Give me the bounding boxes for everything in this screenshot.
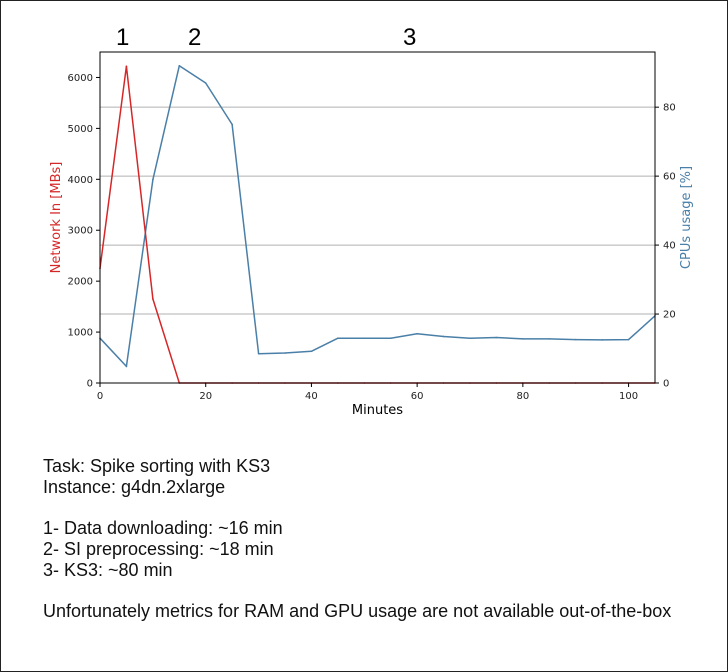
cpu-point: [627, 338, 630, 341]
phase1-line: 1- Data downloading: ~16 min: [43, 518, 283, 538]
cpu-point: [416, 332, 418, 335]
right-y-axis: 0 20 40 60 80: [655, 103, 676, 390]
cpu-line: [99, 65, 656, 368]
cpu-point: [204, 82, 207, 84]
cpu-point: [125, 365, 128, 368]
cpu-point: [363, 337, 366, 339]
x-axis: 0 20 40 60 80 100: [97, 383, 638, 402]
plot-area-frame: [99, 51, 656, 384]
cpu-point: [601, 339, 603, 341]
x-tick-label: 60: [411, 391, 424, 402]
spacer: [43, 581, 671, 601]
left-y-tick-label: 2000: [68, 277, 93, 288]
cpu-point: [469, 337, 471, 339]
cpu-point: [284, 352, 286, 354]
right-y-tick-label: 0: [663, 379, 669, 390]
cpu-series: [99, 64, 656, 368]
right-y-tick-label: 80: [663, 103, 676, 114]
x-tick-label: 100: [619, 391, 638, 402]
right-y-tick-label: 60: [663, 172, 676, 183]
cpu-point: [310, 350, 313, 353]
footnote-line: Unfortunately metrics for RAM and GPU us…: [43, 601, 672, 621]
cpu-point: [548, 338, 551, 340]
phase3-line: 3- KS3: ~80 min: [43, 560, 173, 580]
network-series: [99, 65, 656, 384]
cpu-point: [574, 338, 577, 341]
left-axis-label: Network In [MBs]: [49, 162, 64, 274]
phase2-line: 2- SI preprocessing: ~18 min: [43, 539, 274, 559]
x-tick-label: 0: [97, 391, 103, 402]
left-y-tick-label: 5000: [68, 124, 93, 135]
cpu-point: [389, 337, 392, 339]
x-tick-label: 80: [516, 391, 529, 402]
cpu-point: [152, 178, 154, 181]
task-line: Task: Spike sorting with KS3: [43, 456, 271, 476]
cpu-point: [178, 64, 181, 67]
cpu-point: [442, 335, 445, 338]
right-y-tick-label: 40: [663, 241, 676, 252]
network-line: [99, 65, 655, 384]
grid-lines: [100, 106, 655, 315]
notes-panel: Task: Spike sorting with KS3 Instance: g…: [43, 456, 671, 622]
left-y-tick-label: 6000: [68, 73, 93, 84]
cpu-point: [337, 337, 339, 339]
left-y-axis: 0 1000 2000 3000 4000 5000 6000: [68, 73, 100, 390]
x-tick-label: 20: [199, 391, 212, 402]
spacer: [43, 498, 671, 518]
phase-label-1: 1: [116, 24, 130, 51]
left-y-tick-label: 1000: [68, 328, 93, 339]
left-y-tick-label: 0: [87, 379, 93, 390]
cpu-point: [257, 352, 260, 355]
x-tick-label: 40: [305, 391, 318, 402]
chart: 0 20 40 60 80 100 0 1000 2000 3000 4000 5000 6000 0…: [49, 51, 694, 418]
right-axis-label: CPUs usage [%]: [679, 166, 694, 269]
left-y-tick-label: 3000: [68, 226, 93, 237]
phase-label-2: 2: [188, 24, 202, 51]
left-y-tick-label: 4000: [68, 175, 93, 186]
instance-line: Instance: g4dn.2xlarge: [43, 477, 226, 497]
cpu-point: [495, 336, 498, 339]
network-point: [152, 298, 154, 300]
x-axis-label: Minutes: [352, 403, 403, 418]
cpu-point: [231, 123, 233, 126]
cpu-point: [522, 338, 524, 340]
network-point: [125, 65, 128, 68]
phase-label-3: 3: [403, 24, 417, 51]
right-y-tick-label: 20: [663, 310, 676, 321]
